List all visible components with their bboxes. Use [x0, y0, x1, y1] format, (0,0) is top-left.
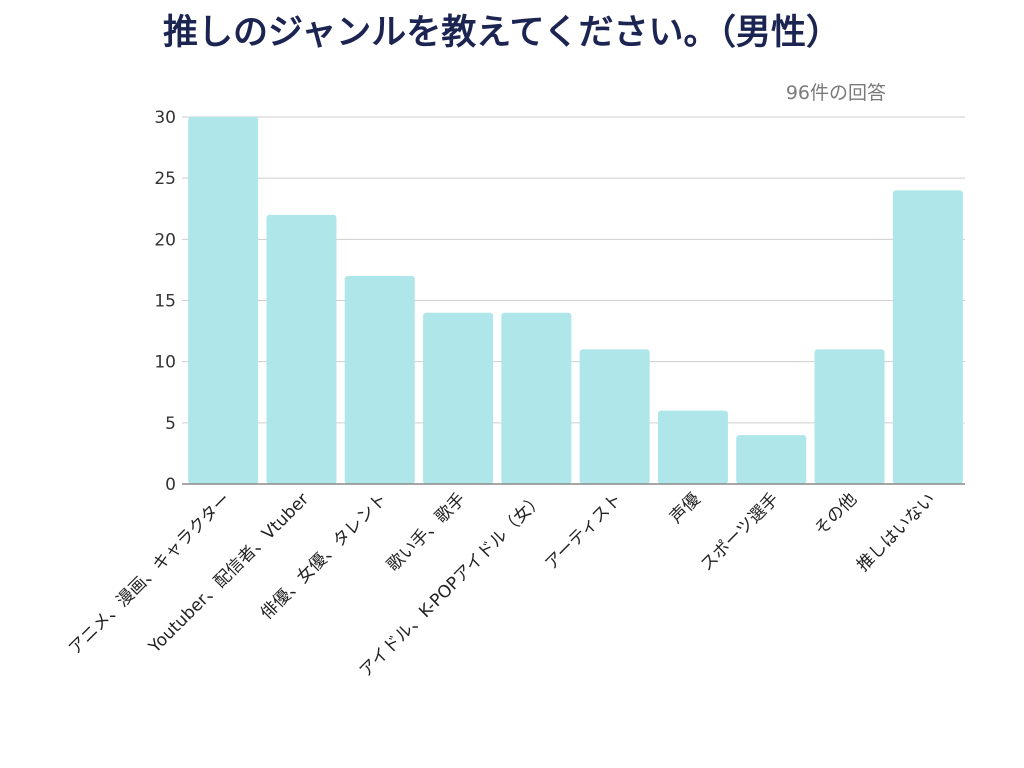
x-category-label: 声優	[666, 489, 704, 527]
y-tick-label: 25	[154, 169, 176, 189]
x-category-label: 歌い手、歌手	[383, 489, 469, 575]
x-category-label: その他	[811, 489, 861, 539]
y-tick-label: 0	[165, 475, 176, 495]
x-category-label: アーティスト	[541, 489, 626, 574]
bar	[892, 190, 963, 484]
bar	[657, 410, 728, 484]
x-axis-labels: アニメ、漫画、キャラクターYoutuber、配信者、Vtuber俳優、女優、タレ…	[65, 489, 939, 681]
y-axis-ticks: 0 5 10 15 20 25 30	[154, 108, 176, 495]
x-category-label: スポーツ選手	[697, 489, 783, 575]
x-category-label: Youtuber、配信者、Vtuber	[144, 489, 313, 658]
bar	[579, 349, 650, 484]
y-tick-label: 10	[154, 353, 176, 373]
bar	[266, 214, 337, 484]
bars	[188, 117, 963, 484]
x-category-label: 推しはいない	[853, 489, 939, 575]
bar	[344, 276, 415, 484]
bar	[736, 435, 807, 484]
y-tick-label: 20	[154, 230, 176, 250]
bar	[814, 349, 885, 484]
bar	[501, 312, 572, 484]
x-category-label: アニメ、漫画、キャラクター	[65, 489, 235, 659]
response-count: 96件の回答	[785, 82, 886, 104]
y-tick-label: 5	[165, 414, 176, 434]
x-category-label: 俳優、女優、タレント	[257, 489, 391, 623]
y-tick-label: 30	[154, 108, 176, 128]
bar	[423, 312, 494, 484]
bar	[188, 117, 259, 484]
y-tick-label: 15	[154, 292, 176, 312]
chart-title: 推しのジャンルを教えてください。（男性）	[163, 13, 841, 53]
